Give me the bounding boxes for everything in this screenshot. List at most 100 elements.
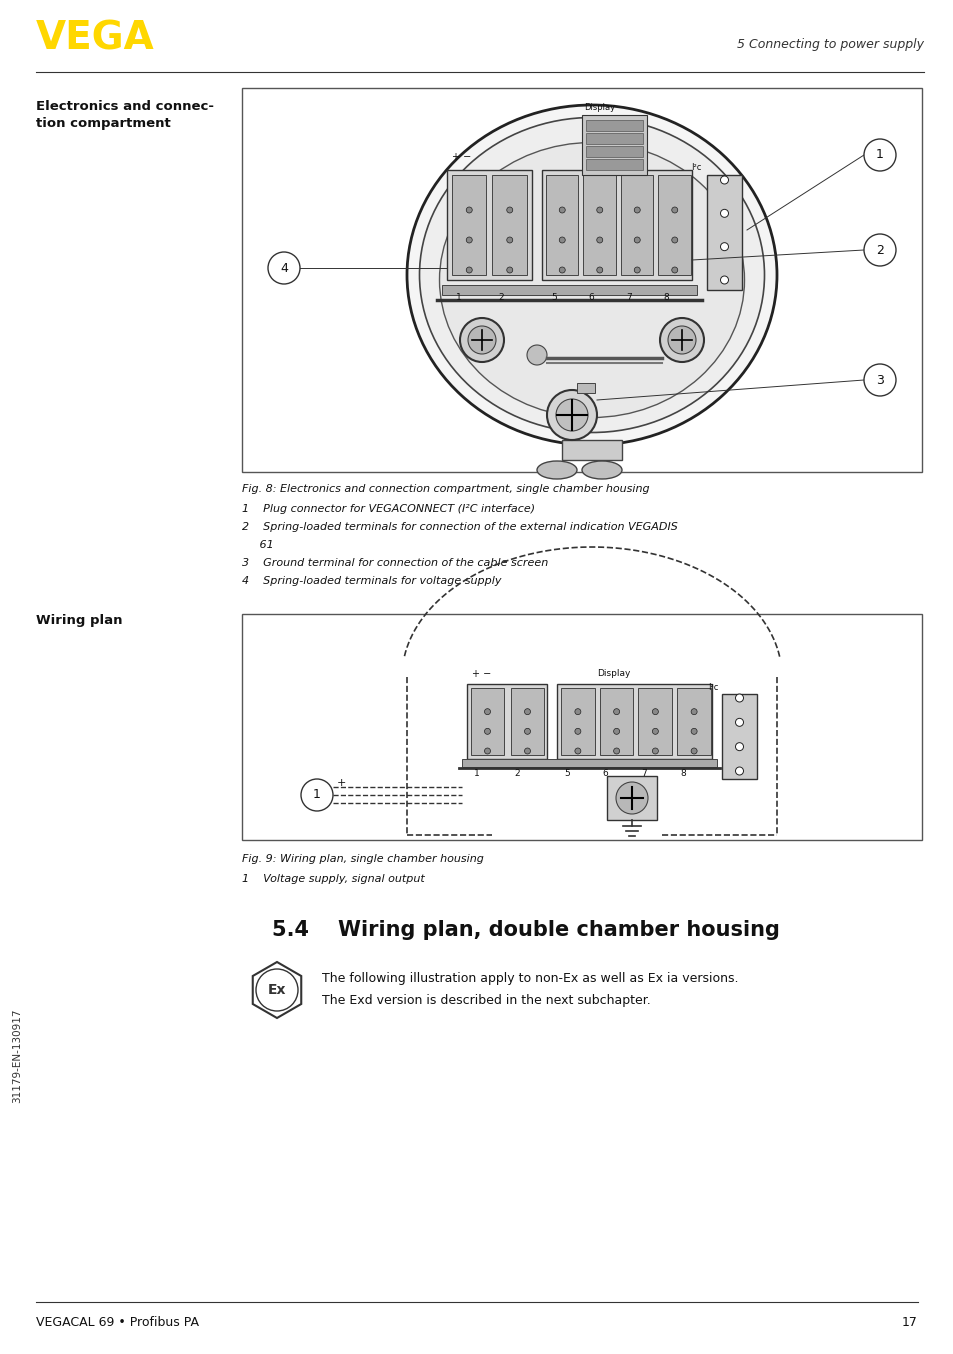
Circle shape	[652, 708, 658, 715]
Bar	[541, 171, 691, 280]
Ellipse shape	[537, 460, 577, 479]
Text: + −: + −	[472, 669, 491, 678]
Circle shape	[466, 207, 472, 213]
Circle shape	[526, 345, 546, 366]
Circle shape	[597, 237, 602, 242]
Text: 6: 6	[602, 769, 608, 779]
Circle shape	[720, 242, 728, 250]
Circle shape	[720, 210, 728, 218]
Bar	[585, 146, 642, 157]
Bar	[677, 688, 710, 756]
Circle shape	[558, 207, 565, 213]
Circle shape	[735, 695, 742, 701]
Text: Display: Display	[597, 669, 630, 678]
Circle shape	[556, 399, 587, 431]
Circle shape	[863, 364, 895, 395]
Text: 6: 6	[588, 292, 594, 302]
Text: +: +	[336, 779, 346, 788]
Circle shape	[468, 326, 496, 353]
Bar	[471, 688, 503, 756]
Circle shape	[466, 237, 472, 242]
Bar	[511, 688, 543, 756]
Bar	[242, 613, 921, 839]
Bar	[447, 171, 532, 280]
Bar	[585, 133, 642, 144]
Ellipse shape	[439, 142, 743, 417]
Circle shape	[659, 318, 703, 362]
Circle shape	[524, 728, 530, 734]
Text: 1: 1	[875, 149, 883, 161]
Circle shape	[575, 728, 580, 734]
Circle shape	[255, 969, 297, 1011]
Text: 2    Spring-loaded terminals for connection of the external indication VEGADIS: 2 Spring-loaded terminals for connection…	[242, 523, 678, 532]
Circle shape	[863, 139, 895, 171]
Circle shape	[524, 747, 530, 754]
Bar	[492, 175, 526, 275]
Circle shape	[735, 766, 742, 774]
Text: 4    Spring-loaded terminals for voltage supply: 4 Spring-loaded terminals for voltage su…	[242, 575, 501, 586]
Bar	[606, 776, 657, 821]
Circle shape	[301, 779, 333, 811]
Bar	[638, 688, 672, 756]
Bar	[545, 175, 578, 275]
Bar	[599, 688, 633, 756]
Circle shape	[506, 237, 512, 242]
Text: 2: 2	[875, 244, 883, 256]
Circle shape	[634, 237, 639, 242]
Text: I²c: I²c	[691, 164, 701, 172]
Circle shape	[634, 267, 639, 274]
Text: VEGA: VEGA	[36, 20, 154, 58]
Bar	[557, 684, 711, 760]
Circle shape	[671, 267, 677, 274]
Circle shape	[735, 742, 742, 750]
Text: 2: 2	[514, 769, 519, 779]
Circle shape	[720, 276, 728, 284]
Text: 5.4    Wiring plan, double chamber housing: 5.4 Wiring plan, double chamber housing	[272, 919, 779, 940]
Text: VEGACAL 69 • Profibus PA: VEGACAL 69 • Profibus PA	[36, 1316, 199, 1330]
Bar	[467, 684, 546, 760]
Text: + −: + −	[452, 152, 471, 162]
Bar	[577, 383, 595, 393]
Text: Ex: Ex	[268, 983, 286, 997]
Text: 3    Ground terminal for connection of the cable screen: 3 Ground terminal for connection of the …	[242, 558, 548, 567]
Text: I²c: I²c	[708, 682, 719, 692]
Text: 7: 7	[625, 292, 631, 302]
Bar	[461, 760, 717, 766]
Circle shape	[616, 783, 647, 814]
Bar	[583, 175, 616, 275]
Circle shape	[671, 237, 677, 242]
Circle shape	[634, 207, 639, 213]
Circle shape	[558, 237, 565, 242]
Text: 31179-EN-130917: 31179-EN-130917	[12, 1009, 22, 1104]
Circle shape	[735, 719, 742, 726]
Circle shape	[720, 176, 728, 184]
Text: 8: 8	[663, 292, 669, 302]
Polygon shape	[253, 961, 301, 1018]
Circle shape	[484, 747, 490, 754]
Text: 5: 5	[551, 292, 557, 302]
Bar	[581, 115, 646, 175]
Text: Electronics and connec-
tion compartment: Electronics and connec- tion compartment	[36, 100, 213, 130]
Ellipse shape	[419, 118, 763, 432]
Circle shape	[652, 747, 658, 754]
Text: 3: 3	[875, 374, 883, 386]
Text: 1: 1	[456, 292, 461, 302]
Circle shape	[575, 747, 580, 754]
Text: 1    Voltage supply, signal output: 1 Voltage supply, signal output	[242, 873, 424, 884]
Text: 61: 61	[242, 540, 274, 550]
Circle shape	[613, 728, 619, 734]
Bar	[560, 688, 594, 756]
Text: 5 Connecting to power supply: 5 Connecting to power supply	[737, 38, 923, 51]
Circle shape	[546, 390, 597, 440]
Bar	[585, 121, 642, 131]
Text: Fig. 9: Wiring plan, single chamber housing: Fig. 9: Wiring plan, single chamber hous…	[242, 854, 483, 864]
Circle shape	[484, 728, 490, 734]
Bar	[561, 440, 621, 460]
Circle shape	[690, 747, 697, 754]
Circle shape	[558, 267, 565, 274]
Circle shape	[613, 708, 619, 715]
Bar	[706, 175, 741, 290]
Text: Display: Display	[583, 103, 615, 112]
Text: 5: 5	[563, 769, 569, 779]
Bar	[242, 88, 921, 473]
